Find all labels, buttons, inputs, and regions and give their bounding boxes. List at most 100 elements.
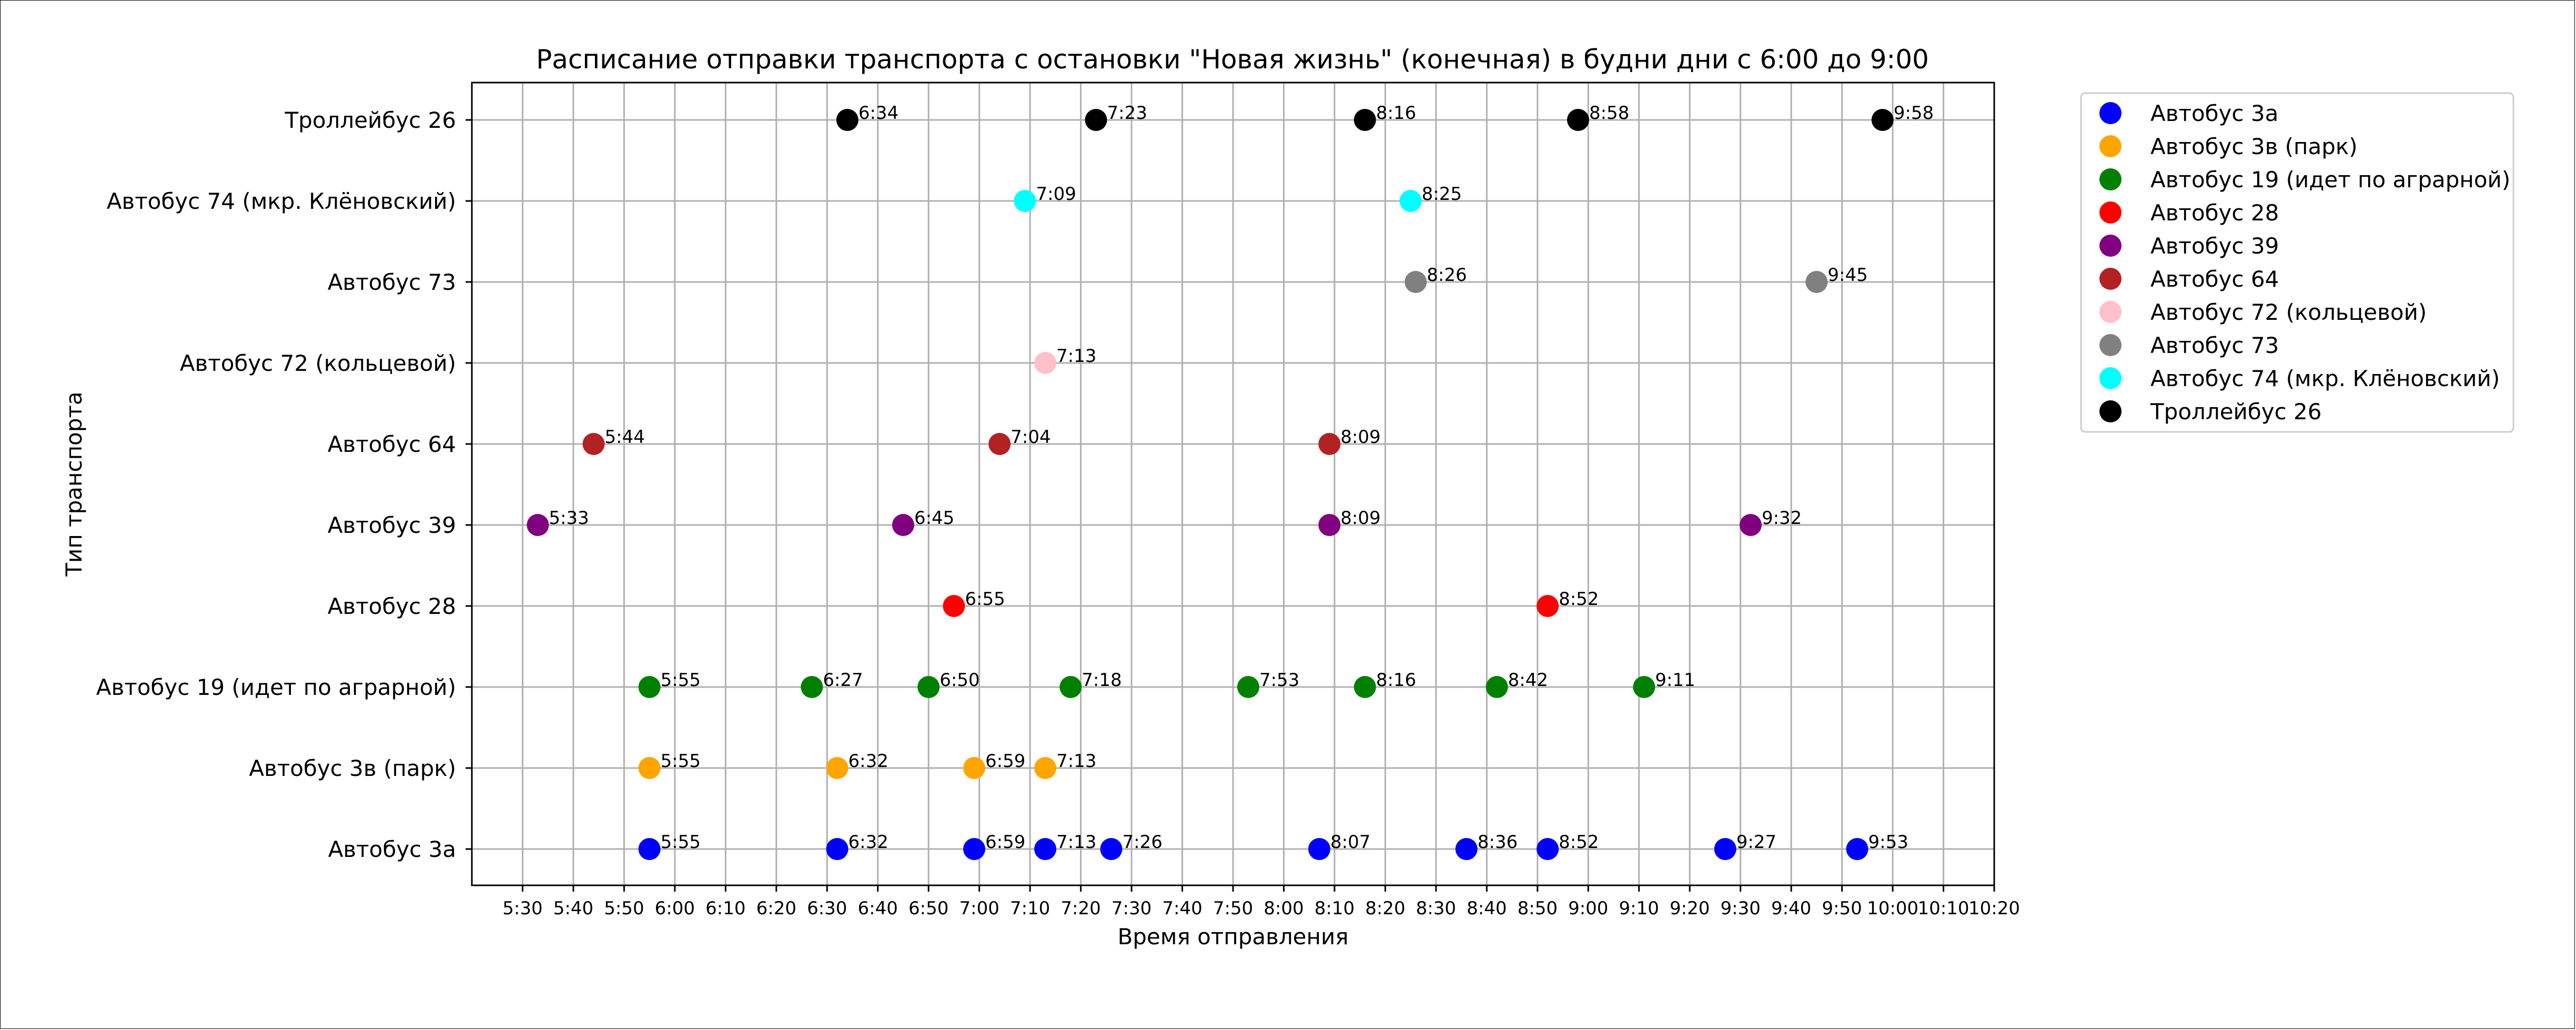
data-label: 9:11 (1655, 670, 1695, 691)
data-point (826, 757, 848, 779)
data-label: 8:42 (1508, 670, 1548, 691)
data-point (1739, 514, 1762, 536)
legend-label: Автобус 74 (мкр. Клёновский) (2150, 366, 2500, 391)
chart-title: Расписание отправки транспорта с останов… (536, 44, 1929, 75)
data-point (1537, 838, 1559, 860)
data-label: 6:27 (823, 670, 863, 691)
legend-marker (2099, 135, 2122, 157)
data-point (963, 757, 986, 779)
data-label: 9:53 (1868, 832, 1908, 853)
data-point (638, 676, 661, 698)
data-point (943, 595, 965, 617)
plot-area (471, 82, 1995, 886)
legend-marker (2099, 301, 2122, 323)
data-label: 6:45 (914, 508, 954, 529)
data-point (638, 838, 661, 860)
data-label: 8:25 (1422, 184, 1462, 205)
x-tick-label: 5:40 (553, 898, 593, 919)
legend-marker (2099, 102, 2122, 124)
x-tick-label: 10:10 (1918, 898, 1969, 919)
x-tick-label: 8:20 (1365, 898, 1405, 919)
legend-marker (2099, 400, 2122, 422)
x-tick-label: 8:30 (1416, 898, 1456, 919)
x-tick-label: 6:10 (705, 898, 745, 919)
data-label: 8:16 (1376, 103, 1416, 124)
x-tick-label: 8:00 (1264, 898, 1304, 919)
legend-label: Автобус 3в (парк) (2150, 134, 2358, 159)
data-label: 5:55 (661, 670, 701, 691)
data-label: 8:26 (1427, 265, 1467, 286)
legend-items: Автобус 3а Автобус 3в (парк) Автобус 19 (и… (2099, 100, 2510, 425)
x-tick-label: 9:00 (1568, 898, 1608, 919)
y-tick-label: Троллейбус 26 (285, 107, 456, 133)
x-tick-label: 8:50 (1518, 898, 1558, 919)
y-tick-label: Автобус 3а (328, 836, 456, 862)
data-label: 6:59 (985, 751, 1025, 772)
data-label: 7:13 (1056, 346, 1096, 367)
x-tick-label: 9:20 (1670, 898, 1710, 919)
data-point (1455, 838, 1478, 860)
legend-marker (2099, 268, 2122, 290)
data-point (582, 433, 605, 455)
data-label: 9:45 (1827, 265, 1867, 286)
data-point (1014, 190, 1036, 212)
x-tick-label: 7:50 (1213, 898, 1253, 919)
data-label: 8:09 (1340, 508, 1380, 529)
x-tick-label: 10:20 (1968, 898, 2020, 919)
data-point (1100, 838, 1123, 860)
legend-label: Автобус 3а (2150, 100, 2278, 126)
legend-label: Автобус 28 (2150, 200, 2279, 226)
data-label: 5:55 (661, 832, 701, 853)
x-tick-label: 6:20 (756, 898, 796, 919)
legend-label: Автобус 64 (2150, 266, 2279, 292)
x-tick-label: 7:30 (1112, 898, 1151, 919)
data-label: 9:32 (1762, 508, 1802, 529)
data-label: 8:09 (1340, 427, 1380, 448)
legend-marker (2099, 201, 2122, 224)
y-tick-label: Автобус 74 (мкр. Клёновский) (107, 188, 456, 214)
y-tick-label: Автобус 19 (идет по аграрной) (96, 674, 456, 700)
y-tick-label: Автобус 28 (328, 593, 456, 619)
data-points (527, 109, 1894, 860)
data-point (1486, 676, 1508, 698)
data-point (1318, 433, 1341, 455)
data-label: 7:04 (1011, 427, 1050, 448)
x-tick-label: 9:30 (1720, 898, 1760, 919)
y-tick-label: Автобус 72 (кольцевой) (180, 350, 456, 376)
data-point (1405, 271, 1427, 293)
data-label: 8:07 (1330, 832, 1370, 853)
data-point (1805, 271, 1828, 293)
data-label: 8:58 (1589, 103, 1629, 124)
data-point (801, 676, 823, 698)
x-tick-label: 10:00 (1867, 898, 1918, 919)
data-point (917, 676, 940, 698)
data-label: 9:27 (1736, 832, 1776, 853)
data-label: 7:23 (1107, 103, 1147, 124)
data-point (1034, 352, 1057, 374)
data-point (638, 757, 661, 779)
legend-marker (2099, 235, 2122, 257)
legend: Автобус 3а Автобус 3в (парк) Автобус 19 (и… (2080, 92, 2514, 433)
data-point (1034, 757, 1057, 779)
data-label: 9:58 (1894, 103, 1934, 124)
data-label: 5:55 (661, 751, 701, 772)
x-tick-label: 5:50 (604, 898, 644, 919)
x-tick-label: 9:40 (1771, 898, 1811, 919)
x-tick-label: 7:10 (1010, 898, 1050, 919)
data-point (1059, 676, 1082, 698)
legend-frame (2080, 92, 2514, 433)
data-label: 7:13 (1056, 832, 1096, 853)
data-label: 6:50 (940, 670, 979, 691)
data-point (1537, 595, 1559, 617)
legend-label: Троллейбус 26 (2150, 399, 2321, 425)
y-axis-label: Тип транспорта (61, 391, 87, 577)
data-label: 6:55 (965, 589, 1005, 610)
y-tick-label: Автобус 3в (парк) (249, 755, 456, 781)
data-point (1567, 109, 1589, 131)
data-label: 8:52 (1559, 832, 1599, 853)
y-tick-label: Автобус 39 (328, 512, 456, 538)
data-label: 8:36 (1478, 832, 1518, 853)
data-point (1085, 109, 1107, 131)
data-label: 7:09 (1036, 184, 1076, 205)
legend-label: Автобус 39 (2150, 233, 2279, 259)
